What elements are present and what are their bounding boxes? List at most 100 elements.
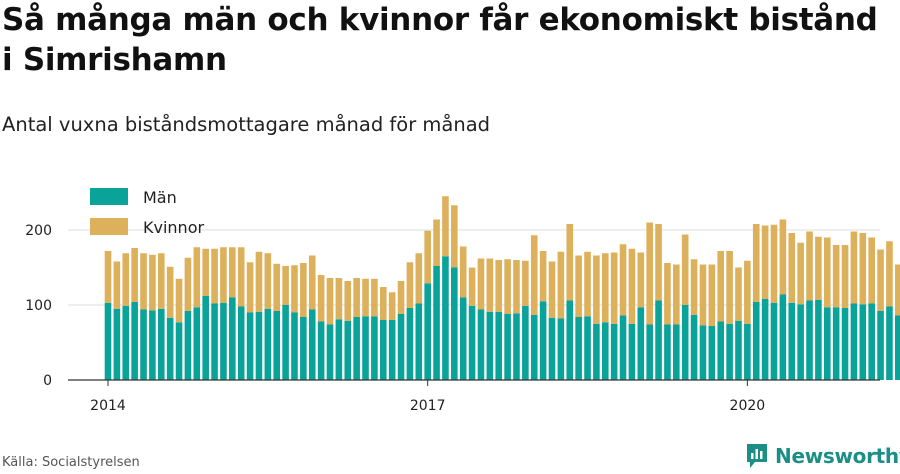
- bar-women: [628, 248, 636, 324]
- bar-men: [220, 302, 227, 380]
- bar-women: [717, 251, 725, 322]
- bar-women: [539, 251, 547, 302]
- bar-women: [282, 266, 289, 305]
- bar-men: [735, 320, 742, 380]
- bars: [104, 196, 900, 380]
- bar-men: [690, 314, 698, 380]
- x-tick-label: 2020: [730, 398, 766, 414]
- bar-women: [646, 222, 653, 325]
- bar-men: [415, 303, 423, 380]
- bar-men: [264, 308, 272, 380]
- bar-women: [895, 264, 900, 316]
- bar-men: [717, 321, 725, 380]
- bar-women: [841, 245, 849, 308]
- bar-men: [184, 311, 192, 380]
- bar-men: [797, 304, 804, 380]
- bar-women: [264, 253, 272, 309]
- bar-men: [877, 311, 884, 380]
- bar-women: [273, 263, 281, 311]
- bar-women: [797, 242, 804, 305]
- bar-men: [362, 316, 369, 380]
- chart-subtitle: Antal vuxna biståndsmottagare månad för …: [2, 113, 491, 136]
- bar-men: [823, 307, 831, 380]
- bar-men: [815, 299, 822, 380]
- bar-women: [770, 224, 778, 303]
- bar-women: [610, 252, 618, 324]
- bar-women: [104, 251, 112, 303]
- bar-men: [273, 311, 281, 380]
- bar-men: [237, 306, 245, 380]
- bar-men: [601, 322, 609, 380]
- bar-women: [122, 253, 130, 306]
- bar-women: [522, 260, 529, 306]
- bar-men: [664, 324, 671, 380]
- bar-women: [708, 264, 716, 326]
- bar-women: [557, 251, 565, 319]
- bar-men: [433, 266, 440, 380]
- bar-women: [353, 278, 360, 317]
- bar-women: [619, 244, 627, 316]
- bar-women: [868, 237, 875, 304]
- bar-men: [379, 320, 387, 380]
- bar-men: [557, 318, 565, 380]
- bar-women: [504, 259, 511, 314]
- bar-women: [468, 267, 476, 306]
- bar-men: [193, 307, 201, 380]
- x-axis-ticks: 2014201720202022: [90, 380, 766, 414]
- y-tick-label: 100: [25, 298, 52, 314]
- bar-men: [202, 296, 209, 380]
- bar-men: [770, 302, 778, 380]
- legend-swatch-men: [90, 188, 128, 205]
- bar-men: [140, 309, 147, 380]
- legend-swatch-women: [90, 218, 128, 235]
- bar-women: [451, 205, 458, 268]
- bar-women: [424, 230, 431, 284]
- bar-women: [637, 252, 645, 308]
- bar-women: [788, 233, 796, 303]
- bar-women: [886, 241, 893, 307]
- bar-women: [815, 236, 822, 300]
- bar-men: [388, 320, 396, 380]
- bar-women: [513, 260, 520, 314]
- bar-men: [593, 323, 600, 380]
- bar-men: [308, 309, 316, 380]
- brand-logo[interactable]: Newsworthy: [745, 441, 900, 471]
- bar-women: [433, 219, 440, 266]
- bar-men: [655, 300, 662, 380]
- bar-men: [788, 302, 796, 380]
- bar-women: [157, 253, 165, 309]
- bar-men: [459, 297, 467, 380]
- bar-women: [344, 281, 352, 321]
- bar-men: [451, 267, 458, 380]
- bar-men: [486, 311, 494, 380]
- bar-men: [344, 320, 352, 380]
- bar-women: [690, 259, 698, 315]
- bar-women: [229, 247, 236, 298]
- bar-women: [726, 251, 733, 324]
- bar-men: [317, 321, 325, 380]
- bar-women: [140, 253, 147, 310]
- bar-women: [495, 260, 503, 312]
- bar-men: [806, 300, 813, 380]
- bar-women: [379, 287, 387, 320]
- bar-women: [779, 219, 787, 295]
- bar-women: [673, 264, 680, 325]
- bar-women: [317, 275, 325, 322]
- bar-women: [184, 257, 192, 311]
- bar-women: [255, 251, 263, 312]
- bar-women: [761, 225, 769, 299]
- bar-men: [566, 300, 574, 380]
- bar-women: [530, 235, 538, 315]
- bar-chart-logo-icon: [747, 444, 767, 468]
- bar-women: [593, 255, 600, 324]
- bar-women: [655, 224, 662, 301]
- bar-men: [255, 311, 263, 380]
- y-tick-label: 200: [25, 223, 52, 239]
- bar-women: [442, 196, 449, 257]
- bar-women: [246, 262, 254, 313]
- bar-women: [335, 278, 343, 320]
- bar-women: [326, 278, 334, 325]
- bar-men: [673, 324, 680, 380]
- bar-women: [237, 247, 245, 307]
- bar-men: [584, 316, 591, 380]
